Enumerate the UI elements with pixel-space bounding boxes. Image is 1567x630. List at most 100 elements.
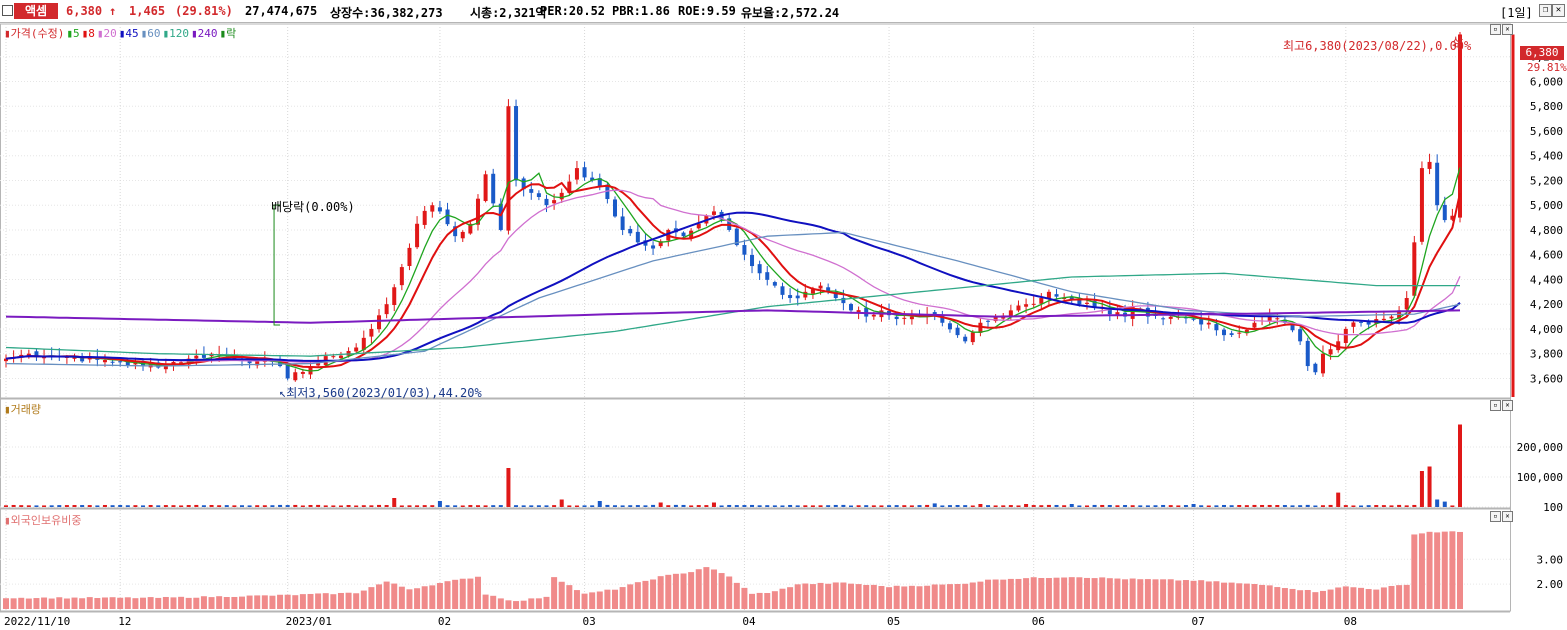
candle-body <box>361 337 366 350</box>
volume-bar <box>1404 505 1409 507</box>
foreign-bar <box>1023 578 1030 609</box>
foreign-bar <box>1335 587 1342 609</box>
stock-info-bar: 액셈 6,380 ↑ 1,465 (29.81%) 27,474,675 상장수… <box>0 0 1567 23</box>
volume-close-icon[interactable]: ✕ <box>1502 400 1513 411</box>
volume-bar <box>727 504 732 507</box>
volume-tick-label: 100,000 <box>1517 471 1563 484</box>
current-price: 6,380 <box>66 4 103 18</box>
x-tick-label: 07 <box>1192 615 1205 628</box>
volume-bar <box>582 505 587 507</box>
legend-item[interactable]: ▮가격(수정) <box>4 27 65 40</box>
volume-bar <box>377 504 382 507</box>
foreign-bar <box>1312 592 1319 609</box>
volume-bar <box>72 505 77 507</box>
foreign-bar <box>1411 534 1418 609</box>
candle-body <box>536 193 541 198</box>
volume-bar <box>1458 424 1462 507</box>
foreign-bar <box>261 595 268 609</box>
volume-bar <box>1282 505 1287 507</box>
volume-bar <box>186 505 191 507</box>
volume-bar <box>80 505 85 507</box>
candle-body <box>369 328 374 337</box>
candle-body <box>1389 316 1394 319</box>
per-value: PER:20.52 <box>540 4 606 18</box>
candle-body <box>80 355 85 362</box>
candle-body <box>1419 168 1424 242</box>
foreign-bar <box>733 582 740 609</box>
foreign-bar <box>1259 584 1266 609</box>
ma-line-60 <box>5 231 1461 367</box>
foreign-close-icon[interactable]: ✕ <box>1502 511 1513 522</box>
volume-bar <box>338 505 343 507</box>
volume-bar <box>1427 466 1432 507</box>
stock-name-badge[interactable]: 액셈 <box>14 3 58 19</box>
foreign-bar <box>992 579 999 609</box>
volume-bar <box>1442 501 1447 507</box>
legend-item[interactable]: ▮20 <box>96 27 117 40</box>
volume-bar <box>232 505 237 507</box>
foreign-bar <box>1061 577 1068 609</box>
volume-bar <box>141 505 146 507</box>
volume-bar <box>57 505 62 507</box>
candle-body <box>628 228 633 234</box>
legend-item[interactable]: ▮120 <box>162 27 189 40</box>
volume-bar <box>643 505 648 507</box>
foreign-bar <box>1365 589 1372 609</box>
foreign-bar <box>847 583 854 609</box>
foreign-bar <box>551 577 558 609</box>
x-tick-label: 02 <box>438 615 451 628</box>
foreign-tick-label: 2.00 <box>1537 578 1564 591</box>
foreign-bar <box>787 587 794 609</box>
legend-item[interactable]: ▮240 <box>190 27 218 40</box>
panel-close-icon[interactable]: ✕ <box>1502 24 1513 35</box>
foreign-restore-icon[interactable]: ▫ <box>1490 511 1501 522</box>
panel-restore-icon[interactable]: ▫ <box>1490 24 1501 35</box>
period-selector[interactable]: [1일] <box>1500 6 1533 20</box>
foreign-bar <box>520 600 527 609</box>
candle-body <box>483 174 488 202</box>
volume-bar <box>1199 505 1204 507</box>
foreign-bar <box>200 596 207 609</box>
volume-bar <box>605 504 610 507</box>
dividend-marker <box>273 204 281 326</box>
close-icon[interactable]: ✕ <box>1552 4 1565 17</box>
volume-bar <box>1031 505 1036 507</box>
volume-restore-icon[interactable]: ▫ <box>1490 400 1501 411</box>
volume-bar <box>384 505 389 507</box>
volume-bar <box>666 505 671 507</box>
checkbox-icon[interactable] <box>2 5 13 16</box>
foreign-bar <box>969 582 976 609</box>
volume-bar <box>323 505 328 507</box>
foreign-bar <box>962 583 969 609</box>
legend-item[interactable]: ▮45 <box>118 27 139 40</box>
volume-bar <box>331 505 336 507</box>
volume-bar <box>1328 504 1333 507</box>
volume-bars <box>4 424 1462 507</box>
foreign-bar <box>1007 578 1014 609</box>
foreign-bar <box>1030 577 1037 609</box>
candle-body <box>559 192 564 200</box>
volume-bar <box>148 504 153 507</box>
candle-body <box>734 228 739 246</box>
volume-bar <box>765 505 770 507</box>
legend-item[interactable]: ▮락 <box>219 27 237 40</box>
volume-bar <box>255 505 260 507</box>
candle-body <box>179 362 184 365</box>
volume-bar <box>1024 504 1029 507</box>
foreign-bar <box>1403 584 1410 609</box>
foreign-bar <box>398 586 405 609</box>
volume-bar <box>917 505 922 507</box>
legend-item[interactable]: ▮60 <box>140 27 161 40</box>
x-tick-label: 06 <box>1032 615 1045 628</box>
foreign-bar <box>840 582 847 609</box>
volume-bar <box>171 505 176 507</box>
volume-bar <box>1366 505 1371 507</box>
volume-bar <box>856 505 861 507</box>
legend-item[interactable]: ▮5 <box>66 27 80 40</box>
restore-icon[interactable]: ❐ <box>1539 4 1552 17</box>
volume-title: 거래량 <box>10 403 41 416</box>
volume-bar <box>1016 505 1021 507</box>
legend-item[interactable]: ▮8 <box>81 27 95 40</box>
candle-body <box>651 245 656 249</box>
